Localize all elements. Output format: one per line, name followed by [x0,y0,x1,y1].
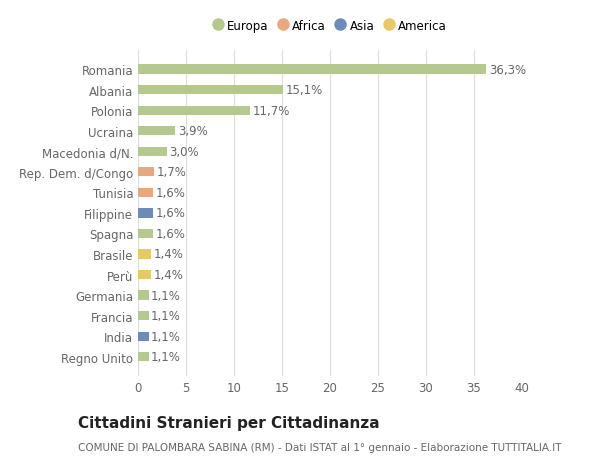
Text: 11,7%: 11,7% [253,105,290,118]
Bar [138,311,149,320]
Bar [138,188,154,197]
Bar [138,353,149,362]
Bar [138,147,167,157]
Bar [138,168,154,177]
Text: 1,4%: 1,4% [154,269,184,281]
Bar [138,127,175,136]
Text: 3,0%: 3,0% [169,146,199,158]
Text: 1,4%: 1,4% [154,248,184,261]
Bar [138,86,283,95]
Bar [138,291,149,300]
Text: COMUNE DI PALOMBARA SABINA (RM) - Dati ISTAT al 1° gennaio - Elaborazione TUTTIT: COMUNE DI PALOMBARA SABINA (RM) - Dati I… [78,442,562,452]
Bar [138,230,154,239]
Text: 1,1%: 1,1% [151,351,181,364]
Text: 1,6%: 1,6% [156,228,185,241]
Bar [138,332,149,341]
Text: 1,7%: 1,7% [157,166,187,179]
Text: 36,3%: 36,3% [489,63,526,76]
Legend: Europa, Africa, Asia, America: Europa, Africa, Asia, America [211,17,449,35]
Text: 1,6%: 1,6% [156,186,185,199]
Text: 1,1%: 1,1% [151,289,181,302]
Text: 1,1%: 1,1% [151,309,181,322]
Text: 15,1%: 15,1% [286,84,323,97]
Bar [138,209,154,218]
Bar [138,270,151,280]
Bar [138,65,487,74]
Bar [138,106,250,116]
Text: 1,6%: 1,6% [156,207,185,220]
Text: Cittadini Stranieri per Cittadinanza: Cittadini Stranieri per Cittadinanza [78,415,380,431]
Bar [138,250,151,259]
Text: 3,9%: 3,9% [178,125,208,138]
Text: 1,1%: 1,1% [151,330,181,343]
